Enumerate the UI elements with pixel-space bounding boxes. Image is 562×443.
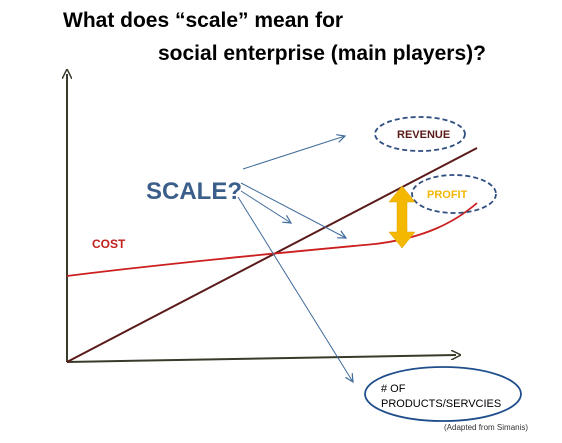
cost-curve <box>66 202 478 277</box>
arrow-to-revenue <box>242 136 345 170</box>
profit-double-arrow <box>388 185 416 249</box>
products-label-line-1: # OF <box>381 383 406 395</box>
revenue-ellipse <box>374 116 466 152</box>
products-label-line-2: PRODUCTS/SERVCIES <box>381 398 501 410</box>
scale-label: SCALE? <box>146 178 242 205</box>
title-line-1: What does “scale” mean for <box>63 9 344 32</box>
source-note: (Adapted from Simanis) <box>444 423 529 432</box>
products-ellipse <box>364 366 522 422</box>
arrow-to-diagonal <box>240 190 291 223</box>
title-line-2: social enterprise (main players)? <box>158 42 486 65</box>
revenue-line <box>66 147 478 363</box>
x-axis <box>66 355 456 363</box>
revenue-label: REVENUE <box>397 129 450 141</box>
arrow-to-profit <box>240 182 346 238</box>
profit-label: PROFIT <box>427 189 468 201</box>
arrow-to-products <box>237 196 353 382</box>
cost-label: COST <box>92 237 126 251</box>
profit-ellipse <box>411 174 497 214</box>
